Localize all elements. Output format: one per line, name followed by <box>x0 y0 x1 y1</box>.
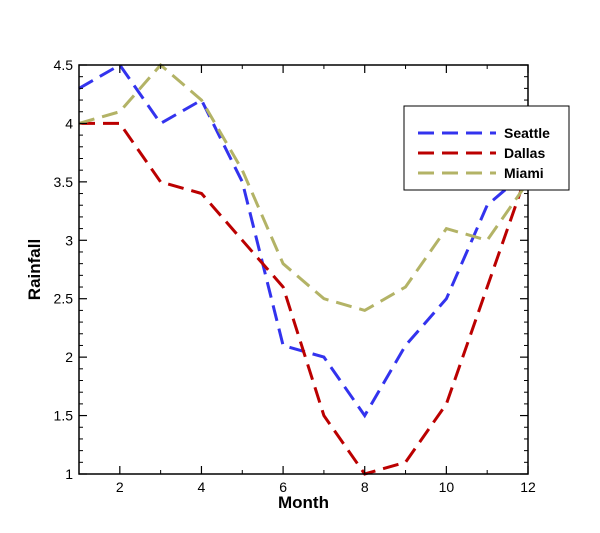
y-tick-label: 1.5 <box>54 408 74 424</box>
series-line-dallas <box>79 121 530 476</box>
x-axis: 2 4 6 8 10 12 <box>78 65 536 495</box>
legend-label-seattle: Seattle <box>504 125 550 141</box>
legend: Seattle Dallas Miami <box>403 105 570 191</box>
x-axis-title: Month <box>278 493 329 512</box>
y-tick-label: 3 <box>65 232 73 248</box>
y-axis-title: Rainfall <box>25 239 44 300</box>
x-tick-label: 10 <box>439 479 455 495</box>
y-axis: 1 1.5 2 2.5 3 3.5 4 4.5 <box>54 57 528 482</box>
y-tick-label: 2.5 <box>54 291 74 307</box>
legend-box <box>403 105 570 191</box>
series-layer <box>78 62 530 476</box>
y-tick-label: 1 <box>65 466 73 482</box>
x-tick-label: 12 <box>520 479 536 495</box>
x-tick-label: 6 <box>279 479 287 495</box>
y-tick-label: 4.5 <box>54 57 74 73</box>
x-tick-label: 8 <box>361 479 369 495</box>
y-tick-label: 2 <box>65 349 73 365</box>
x-tick-label: 2 <box>116 479 124 495</box>
y-tick-label: 4 <box>65 115 73 131</box>
legend-label-miami: Miami <box>504 165 544 181</box>
y-tick-label: 3.5 <box>54 174 74 190</box>
x-tick-label: 4 <box>198 479 206 495</box>
legend-label-dallas: Dallas <box>504 145 545 161</box>
series-line-miami <box>78 62 530 313</box>
plot-frame <box>78 64 529 475</box>
